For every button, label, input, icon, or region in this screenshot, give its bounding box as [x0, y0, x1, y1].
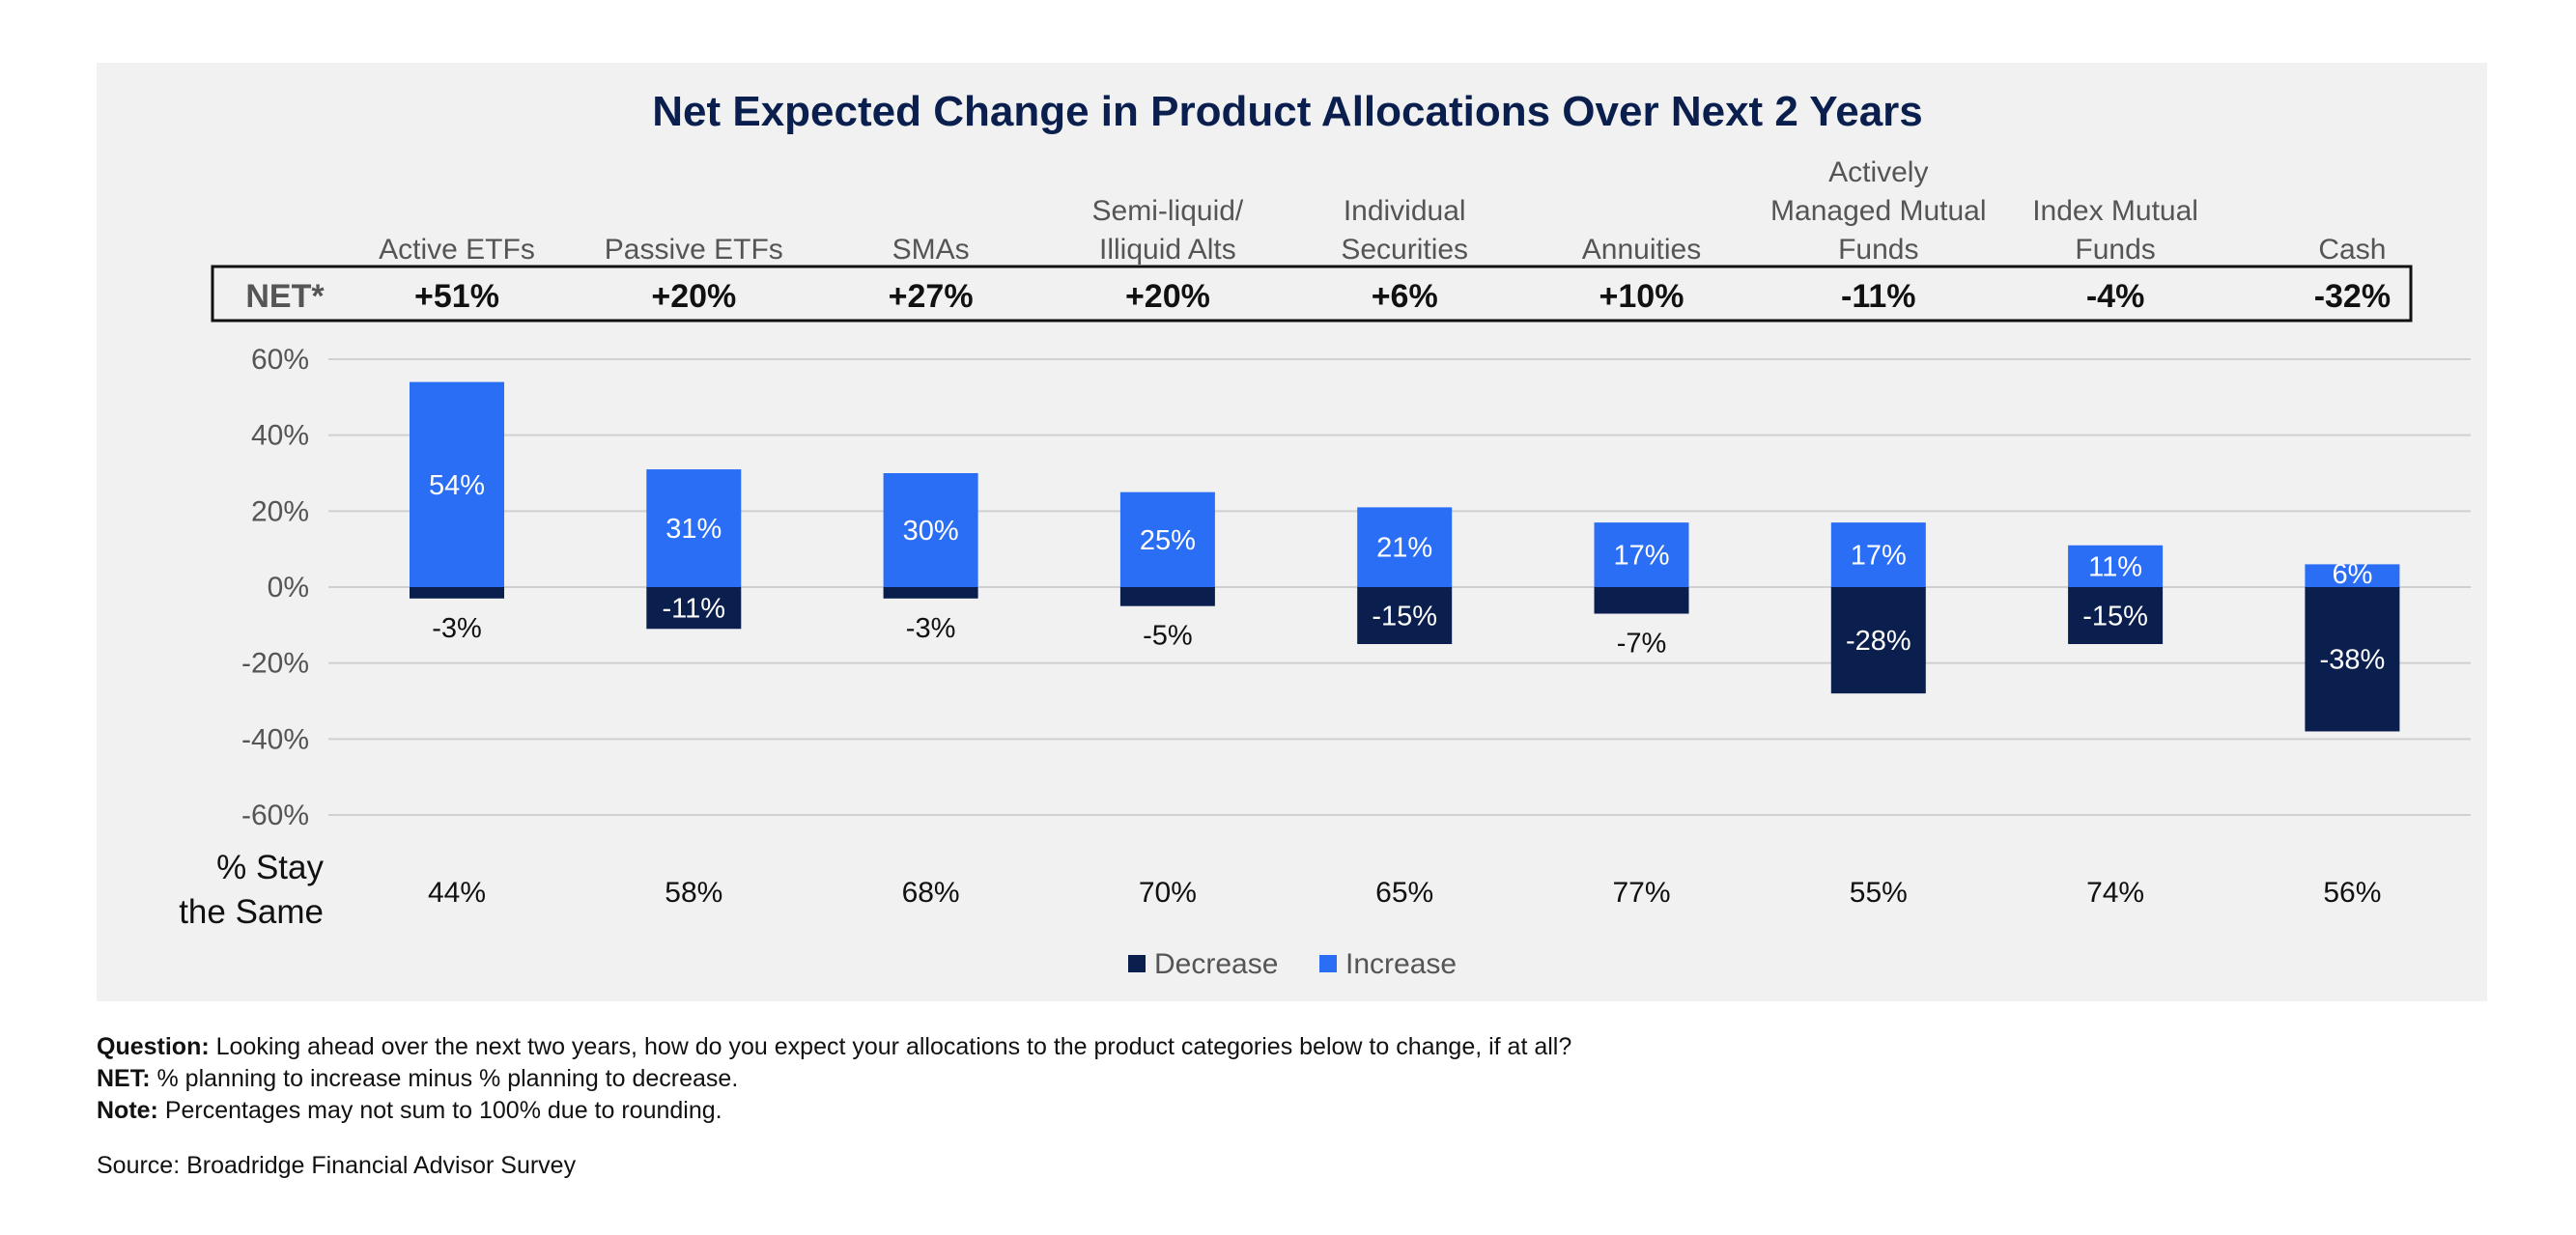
increase-data-label: 6%: [2332, 559, 2372, 590]
net-note: NET: % planning to increase minus % plan…: [97, 1063, 2415, 1095]
stay-value: 58%: [665, 877, 722, 909]
category-label: Passive ETFs: [605, 234, 783, 266]
category-label: Annuities: [1582, 234, 1701, 266]
y-tick-label: -20%: [241, 648, 309, 680]
net-value: -32%: [2314, 278, 2391, 315]
decrease-bar: [410, 587, 504, 599]
increase-data-label: 17%: [1613, 541, 1669, 572]
y-tick-label: 60%: [251, 344, 309, 376]
net-note-label: NET:: [97, 1065, 151, 1092]
stay-value: 68%: [902, 877, 960, 909]
net-value: +20%: [1125, 278, 1210, 315]
increase-data-label: 30%: [903, 516, 959, 547]
stay-value: 70%: [1139, 877, 1197, 909]
stay-value: 56%: [2323, 877, 2381, 909]
net-value: -4%: [2086, 278, 2144, 315]
net-note-text: % planning to increase minus % planning …: [150, 1065, 739, 1092]
net-value: +20%: [651, 278, 736, 315]
stay-label: % Stay: [216, 849, 324, 886]
category-label: Funds: [1838, 234, 1918, 266]
increase-bar: [2305, 564, 2400, 587]
net-label: NET*: [245, 278, 325, 315]
increase-bar: [2068, 545, 2164, 587]
net-value: +27%: [889, 278, 974, 315]
decrease-bar: [1830, 587, 1926, 694]
decrease-data-label: -28%: [1846, 626, 1911, 657]
stay-label: the Same: [179, 893, 324, 931]
net-value: -11%: [1841, 278, 1916, 315]
source-note: Source: Broadridge Financial Advisor Sur…: [97, 1152, 577, 1179]
decrease-bar: [1357, 587, 1453, 644]
decrease-bar: [646, 587, 742, 630]
question-note: Question: Looking ahead over the next tw…: [97, 1031, 2415, 1063]
legend-label-decrease: Decrease: [1154, 948, 1278, 980]
increase-data-label: 11%: [2088, 551, 2142, 582]
increase-bar: [1830, 522, 1926, 587]
category-label: Semi-liquid/: [1092, 195, 1244, 227]
category-label: Illiquid Alts: [1099, 234, 1236, 266]
increase-bar: [883, 473, 978, 587]
increase-bar: [1357, 507, 1453, 587]
category-label: Actively: [1828, 156, 1928, 188]
rounding-note-text: Percentages may not sum to 100% due to r…: [157, 1097, 722, 1124]
category-label: SMAs: [892, 234, 970, 266]
decrease-data-label: -11%: [663, 594, 726, 625]
y-tick-label: 40%: [251, 420, 309, 452]
increase-data-label: 31%: [665, 514, 722, 545]
category-label: Index Mutual: [2032, 195, 2198, 227]
category-label: Managed Mutual: [1770, 195, 1986, 227]
net-box: [211, 265, 2413, 323]
decrease-data-label: -15%: [1372, 602, 1437, 632]
increase-data-label: 17%: [1851, 541, 1907, 572]
decrease-bar: [1119, 587, 1215, 606]
decrease-data-label: -3%: [906, 613, 956, 644]
y-tick-label: 20%: [251, 495, 309, 527]
stay-value: 65%: [1375, 877, 1433, 909]
legend-swatch-increase: [1319, 955, 1337, 972]
legend-label-increase: Increase: [1345, 948, 1457, 980]
net-value: +10%: [1599, 278, 1684, 315]
rounding-note-label: Note:: [97, 1097, 158, 1124]
increase-bar: [410, 381, 504, 587]
y-tick-label: -60%: [241, 800, 309, 831]
category-label: Funds: [2075, 234, 2155, 266]
net-value: +51%: [414, 278, 499, 315]
rounding-note: Note: Percentages may not sum to 100% du…: [97, 1095, 2415, 1127]
increase-data-label: 25%: [1140, 525, 1196, 556]
category-label: Securities: [1341, 234, 1468, 266]
decrease-bar: [883, 587, 978, 599]
stay-value: 44%: [428, 877, 486, 909]
decrease-bar: [2068, 587, 2164, 644]
decrease-data-label: -5%: [1143, 621, 1193, 652]
stay-value: 77%: [1612, 877, 1670, 909]
decrease-data-label: -3%: [432, 613, 482, 644]
increase-bar: [646, 469, 742, 587]
legend-swatch-decrease: [1128, 955, 1146, 972]
increase-data-label: 21%: [1376, 533, 1432, 564]
stay-value: 55%: [1850, 877, 1908, 909]
question-note-label: Question:: [97, 1033, 210, 1060]
category-label: Cash: [2318, 234, 2386, 266]
question-note-text: Looking ahead over the next two years, h…: [209, 1033, 1572, 1060]
net-value: +6%: [1372, 278, 1438, 315]
y-tick-label: -40%: [241, 723, 309, 755]
decrease-bar: [1594, 587, 1689, 614]
decrease-data-label: -7%: [1617, 629, 1667, 660]
y-tick-label: 0%: [268, 572, 309, 603]
increase-bar: [1119, 491, 1215, 587]
increase-data-label: 54%: [429, 470, 485, 501]
chart-title: Net Expected Change in Product Allocatio…: [652, 88, 1923, 135]
category-label: Active ETFs: [379, 234, 535, 266]
decrease-data-label: -38%: [2320, 645, 2386, 676]
notes: Question: Looking ahead over the next tw…: [97, 1031, 2415, 1182]
increase-bar: [1594, 522, 1689, 587]
stay-value: 74%: [2086, 877, 2144, 909]
decrease-data-label: -15%: [2082, 602, 2148, 632]
category-label: Individual: [1344, 195, 1466, 227]
decrease-bar: [2305, 587, 2400, 732]
